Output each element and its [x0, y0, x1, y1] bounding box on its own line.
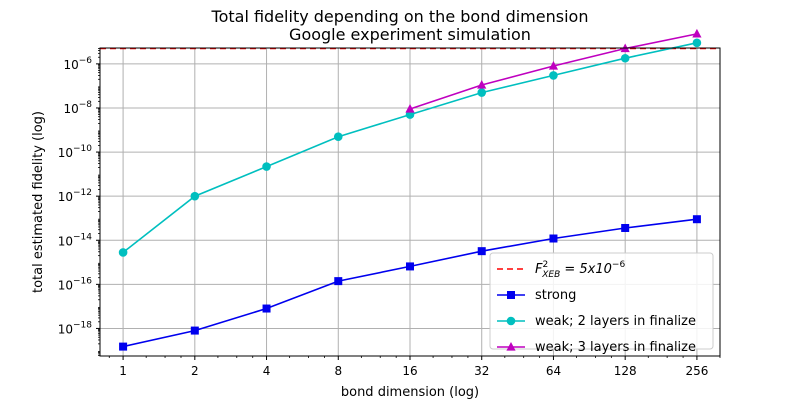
x-axis-label: bond dimension (log) [341, 385, 479, 400]
x-tick-label: 32 [474, 364, 489, 378]
data-point [477, 80, 487, 89]
x-tick-label: 128 [614, 364, 637, 378]
data-point [406, 262, 414, 271]
data-point [549, 234, 558, 243]
y-tick-label: 10−10 [58, 144, 93, 160]
legend-swatch-marker [506, 342, 516, 351]
y-axis-label: total estimated fidelity (log) [31, 111, 46, 293]
data-point [262, 162, 271, 171]
y-tick-label: 10−14 [58, 232, 93, 248]
data-point [477, 88, 487, 97]
legend-swatch-marker [507, 291, 515, 299]
legend-label: weak; 2 layers in finalize [535, 314, 696, 329]
chart-title: Total fidelity depending on the bond dim… [211, 7, 589, 26]
data-point [190, 326, 199, 335]
legend-ref-line-label: F2 XEB = 5x10−6 [535, 260, 625, 280]
data-point [621, 223, 630, 232]
x-tick-label: 1 [119, 364, 127, 378]
chart-subtitle: Google experiment simulation [289, 25, 531, 44]
legend-label: strong [535, 288, 576, 303]
legend-label: weak; 3 layers in finalize [535, 340, 696, 355]
x-axis-ticks: 1 2 4 8 16 32 64 128 256 [108, 356, 721, 378]
y-tick-label: 10−6 [63, 56, 92, 72]
data-point [119, 342, 128, 351]
data-point [334, 277, 343, 286]
x-tick-label: 256 [685, 364, 708, 378]
x-tick-label: 8 [334, 364, 342, 378]
data-point [118, 248, 128, 257]
legend-box [489, 252, 714, 350]
series-layer [118, 28, 702, 351]
data-point [190, 191, 200, 201]
data-point [692, 38, 702, 48]
series-2 [118, 38, 702, 257]
data-point [262, 304, 271, 313]
data-point [620, 53, 630, 63]
x-tick-label: 16 [402, 364, 417, 378]
y-tick-label: 10−8 [63, 100, 92, 116]
y-tick-label: 10−16 [58, 276, 93, 292]
x-tick-label: 4 [263, 364, 271, 378]
data-point [692, 28, 702, 38]
legend-swatch-marker [506, 316, 516, 326]
data-point [692, 215, 701, 224]
data-point [549, 71, 558, 80]
legend: F2 XEB = 5x10−6 strong weak; 2 layers in fi… [489, 252, 714, 355]
y-tick-label: 10−18 [58, 320, 93, 336]
data-point [548, 61, 559, 70]
data-point [477, 247, 486, 256]
y-axis-ticks: 10−18 10−16 10−14 10−12 10−10 10−8 10−6 [58, 48, 100, 356]
x-tick-label: 2 [191, 364, 199, 378]
x-tick-label: 64 [546, 364, 561, 378]
series-1 [119, 215, 701, 351]
data-point [405, 103, 415, 113]
data-point [333, 132, 343, 141]
series-3 [405, 28, 702, 113]
y-tick-label: 10−12 [58, 188, 92, 204]
